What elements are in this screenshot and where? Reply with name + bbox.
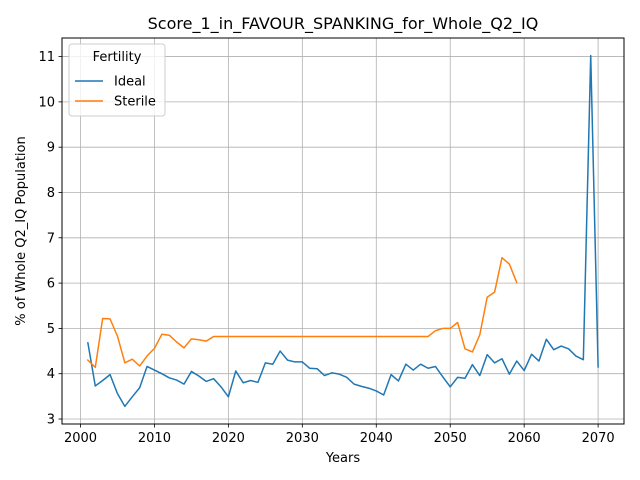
x-tick-label: 2070 — [582, 431, 615, 446]
y-tick-label: 4 — [47, 367, 55, 382]
x-tick-label: 2010 — [138, 431, 171, 446]
y-tick-label: 6 — [47, 277, 55, 292]
y-axis-label: % of Whole Q2_IQ Population — [14, 136, 29, 325]
x-tick-label: 2000 — [64, 431, 97, 446]
y-tick-label: 10 — [38, 95, 55, 110]
y-tick-label: 9 — [47, 141, 55, 156]
y-tick-label: 5 — [47, 322, 55, 337]
chart-title: Score_1_in_FAVOUR_SPANKING_for_Whole_Q2_… — [148, 14, 539, 34]
legend-label-ideal: Ideal — [114, 75, 146, 90]
x-tick-label: 2050 — [434, 431, 467, 446]
x-tick-label: 2060 — [508, 431, 541, 446]
x-tick-label: 2020 — [212, 431, 245, 446]
y-tick-label: 7 — [47, 231, 55, 246]
y-tick-label: 11 — [38, 50, 55, 65]
legend-title: Fertility — [93, 50, 142, 65]
x-axis-label: Years — [325, 451, 361, 466]
x-tick-label: 2030 — [286, 431, 319, 446]
y-tick-label: 3 — [47, 413, 55, 428]
legend: Fertility Ideal Sterile — [69, 44, 165, 116]
legend-label-sterile: Sterile — [114, 95, 156, 110]
y-tick-label: 8 — [47, 186, 55, 201]
x-tick-label: 2040 — [360, 431, 393, 446]
